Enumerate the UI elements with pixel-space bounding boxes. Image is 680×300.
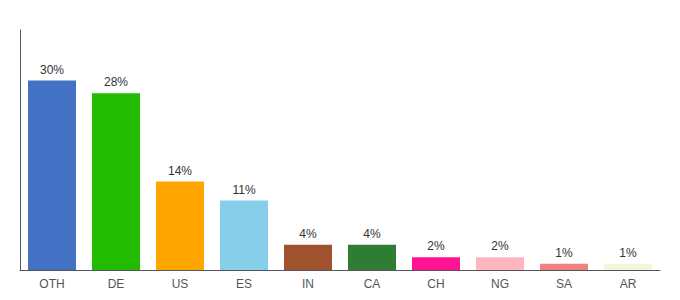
svg-text:14%: 14% (168, 164, 192, 178)
svg-text:CH: CH (427, 277, 444, 291)
svg-text:4%: 4% (299, 227, 317, 241)
svg-text:11%: 11% (232, 183, 255, 197)
svg-text:1%: 1% (619, 246, 637, 260)
svg-text:AR: AR (620, 277, 637, 291)
svg-text:ES: ES (236, 277, 252, 291)
svg-text:2%: 2% (491, 239, 509, 253)
svg-text:US: US (172, 277, 189, 291)
svg-text:NG: NG (491, 277, 509, 291)
svg-text:30%: 30% (40, 63, 64, 77)
svg-text:DE: DE (108, 277, 125, 291)
svg-text:CA: CA (364, 277, 381, 291)
svg-text:SA: SA (556, 277, 572, 291)
svg-text:OTH: OTH (39, 277, 64, 291)
svg-text:2%: 2% (427, 239, 445, 253)
svg-text:1%: 1% (555, 246, 573, 260)
svg-text:IN: IN (302, 277, 314, 291)
svg-text:28%: 28% (104, 75, 128, 89)
svg-text:4%: 4% (363, 227, 381, 241)
